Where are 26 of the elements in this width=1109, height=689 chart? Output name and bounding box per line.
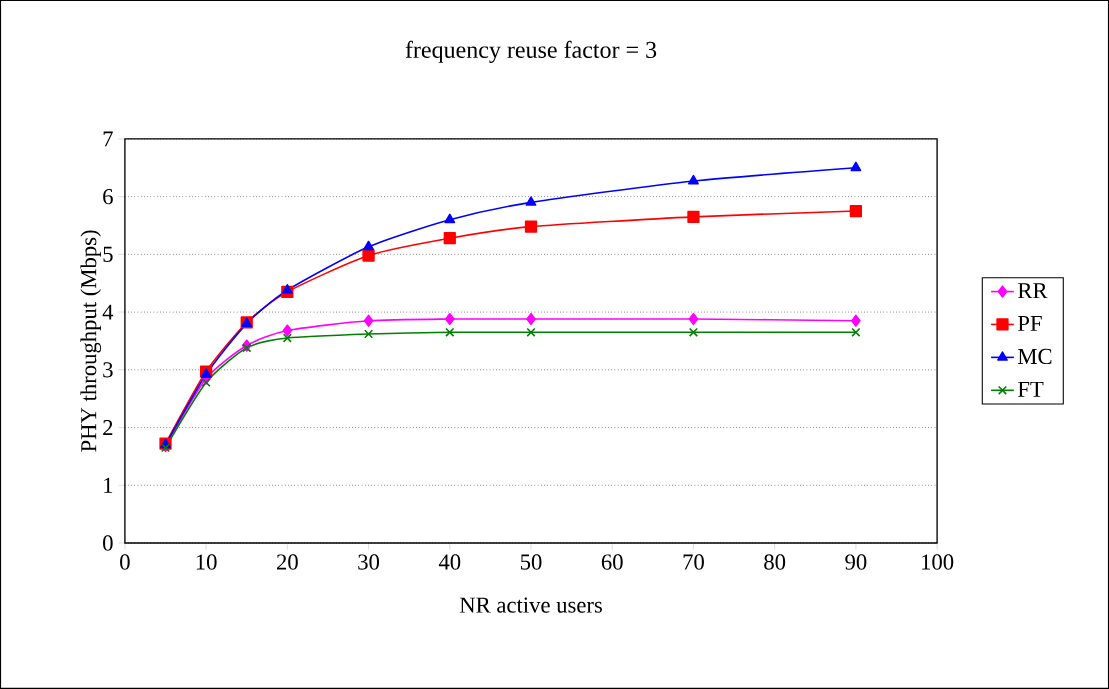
x-tick-label: 60 xyxy=(601,554,623,570)
x-tick-label: 20 xyxy=(277,554,298,570)
x-tick-label: 30 xyxy=(358,554,380,570)
legend-label: RR xyxy=(1017,283,1048,299)
x-tick-label: 50 xyxy=(520,554,542,570)
x-tick-label: 90 xyxy=(845,554,867,570)
legend-label: PF xyxy=(1017,316,1042,331)
y-tick-label: 7 xyxy=(103,131,113,147)
y-tick-label: 6 xyxy=(103,189,113,205)
x-tick-label: 40 xyxy=(438,554,461,570)
legend-label: MC xyxy=(1017,348,1052,365)
x-tick-label: 80 xyxy=(764,554,786,570)
x-tick-label: 100 xyxy=(922,554,954,570)
x-axis-title: NR active users xyxy=(459,597,602,613)
x-tick-label: 70 xyxy=(683,554,704,570)
y-axis-title: PHY throughput (Mbps) xyxy=(80,230,102,452)
y-tick-label: 1 xyxy=(104,477,113,493)
y-tick-label: 0 xyxy=(103,535,113,551)
x-tick-label: 0 xyxy=(120,554,130,570)
y-tick-label: 3 xyxy=(103,362,113,378)
x-tick-label: 10 xyxy=(196,554,217,570)
y-tick-label: 4 xyxy=(102,304,114,320)
y-tick-label: 5 xyxy=(103,246,113,262)
chart-title: frequency reuse factor = 3 xyxy=(405,40,657,63)
y-tick-label: 2 xyxy=(103,420,113,436)
legend-label: FT xyxy=(1017,381,1044,397)
